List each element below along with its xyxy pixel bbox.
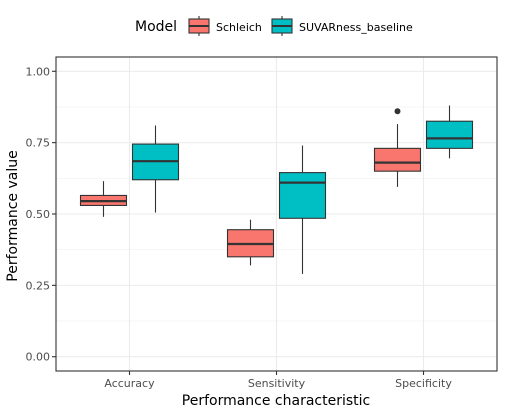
y-axis: 0.00 0.25 0.50 0.75 1.00 xyxy=(26,65,56,364)
y-tick-label: 0.75 xyxy=(26,137,51,150)
x-tick-label: Sensitivity xyxy=(248,377,306,390)
y-tick-label: 0.50 xyxy=(26,208,51,221)
y-axis-title: Performance value xyxy=(5,150,21,281)
plot-area xyxy=(55,56,498,372)
y-tick-label: 0.00 xyxy=(26,351,51,364)
x-tick-label: Specificity xyxy=(395,377,452,390)
box-suvarness-baseline-specificity xyxy=(425,120,474,149)
y-tick-label: 0.25 xyxy=(26,279,51,292)
x-axis-title: Performance characteristic xyxy=(182,393,370,409)
box-schleich-specificity xyxy=(373,147,422,172)
legend: Model Schleich SUVARness_baseline xyxy=(135,16,413,36)
outlier-schleich-specificity xyxy=(394,108,401,115)
y-tick-label: 1.00 xyxy=(26,65,51,78)
x-tick-label: Accuracy xyxy=(104,377,155,390)
legend-label: SUVARness_baseline xyxy=(299,21,413,34)
x-axis: Accuracy Sensitivity Specificity xyxy=(104,371,452,390)
legend-title: Model xyxy=(135,19,177,35)
box-suvarness-baseline-sensitivity xyxy=(278,172,327,219)
legend-label: Schleich xyxy=(216,21,262,34)
